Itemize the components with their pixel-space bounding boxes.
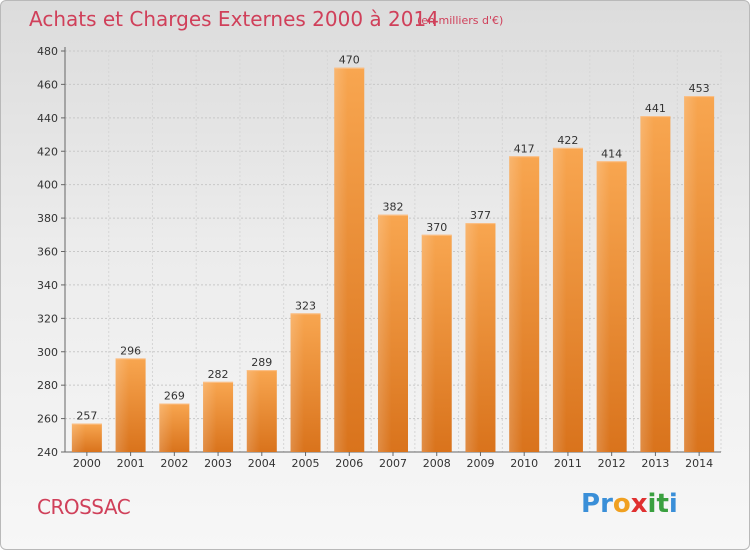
data-label-2010: 417 [514, 142, 535, 155]
place-name: CROSSAC [37, 495, 131, 519]
logo-letter: x [630, 489, 648, 519]
bar-highlight [71, 423, 86, 452]
chart-subtitle: (en milliers d'€) [417, 14, 504, 27]
bar-highlight [684, 96, 698, 453]
x-tick-label-2003: 2003 [204, 457, 232, 470]
x-tick-label-2007: 2007 [379, 457, 407, 470]
logo-letter: P [581, 489, 601, 519]
y-tick-label: 480 [37, 45, 58, 58]
y-tick-label: 460 [37, 78, 58, 91]
x-tick-label-2011: 2011 [554, 457, 582, 470]
x-tick-label-2001: 2001 [117, 457, 145, 470]
y-tick-label: 240 [37, 446, 58, 459]
data-label-2000: 257 [76, 410, 97, 423]
x-tick-label-2004: 2004 [248, 457, 276, 470]
data-label-2012: 414 [601, 147, 622, 160]
y-tick-label: 440 [37, 112, 58, 125]
y-tick-label: 320 [37, 312, 58, 325]
data-label-2014: 453 [689, 82, 710, 95]
x-tick-label-2010: 2010 [510, 457, 538, 470]
data-label-2002: 269 [164, 390, 185, 403]
y-tick-label: 340 [37, 279, 58, 292]
x-tick-label-2002: 2002 [160, 457, 188, 470]
bars [71, 67, 715, 453]
bar-highlight [509, 156, 523, 452]
data-label-2009: 377 [470, 209, 491, 222]
y-tick-label: 300 [37, 346, 58, 359]
x-tick-label-2005: 2005 [292, 457, 320, 470]
bar-highlight [552, 147, 567, 453]
y-tick-label: 400 [37, 179, 58, 192]
bar-highlight [465, 223, 479, 452]
data-label-2005: 323 [295, 299, 316, 312]
data-label-2008: 370 [426, 221, 447, 234]
data-labels: 257 296 269 282 289 323 470 382 370 377 417 422 414 4… [76, 54, 709, 423]
bar-highlight [640, 116, 654, 452]
y-tick-label: 280 [37, 379, 58, 392]
bar-highlight [246, 370, 261, 452]
data-label-2013: 441 [645, 102, 666, 115]
logo-letter: i [647, 489, 657, 519]
y-tick-label: 420 [37, 145, 58, 158]
x-tick-label-2008: 2008 [423, 457, 451, 470]
y-tick-label: 260 [37, 413, 58, 426]
x-tick-label-2009: 2009 [466, 457, 494, 470]
bar-highlight [421, 234, 436, 452]
x-tick-label-2000: 2000 [73, 457, 101, 470]
y-tick-label: 360 [37, 246, 58, 259]
logo-letter: i [668, 489, 678, 519]
chart-title: Achats et Charges Externes 2000 à 2014 [29, 7, 439, 31]
x-tick-label-2012: 2012 [598, 457, 626, 470]
logo-letter: o [612, 489, 631, 519]
x-tick-label-2014: 2014 [685, 457, 713, 470]
bar-highlight [290, 313, 305, 452]
logo-letter: t [656, 489, 669, 519]
x-tick-label-2013: 2013 [641, 457, 669, 470]
bar-highlight [596, 161, 611, 452]
y-tick-label: 380 [37, 212, 58, 225]
bar-highlight [115, 358, 130, 452]
data-label-2007: 382 [383, 201, 404, 214]
bar-highlight [334, 67, 348, 452]
data-label-2004: 289 [251, 356, 272, 369]
x-tick-label-2006: 2006 [335, 457, 363, 470]
logo-letter: r [600, 489, 613, 519]
data-label-2006: 470 [339, 54, 360, 67]
bar-highlight [159, 403, 173, 452]
bar-highlight [203, 381, 217, 452]
bar-highlight [378, 214, 392, 452]
proxiti-logo: Proxiti [581, 489, 678, 519]
axes: 240 260 280 300 320 340 360 380 400 420 440 460 480 2… [37, 45, 721, 470]
data-label-2011: 422 [557, 134, 578, 147]
data-label-2003: 282 [208, 368, 229, 381]
data-label-2001: 296 [120, 344, 141, 357]
